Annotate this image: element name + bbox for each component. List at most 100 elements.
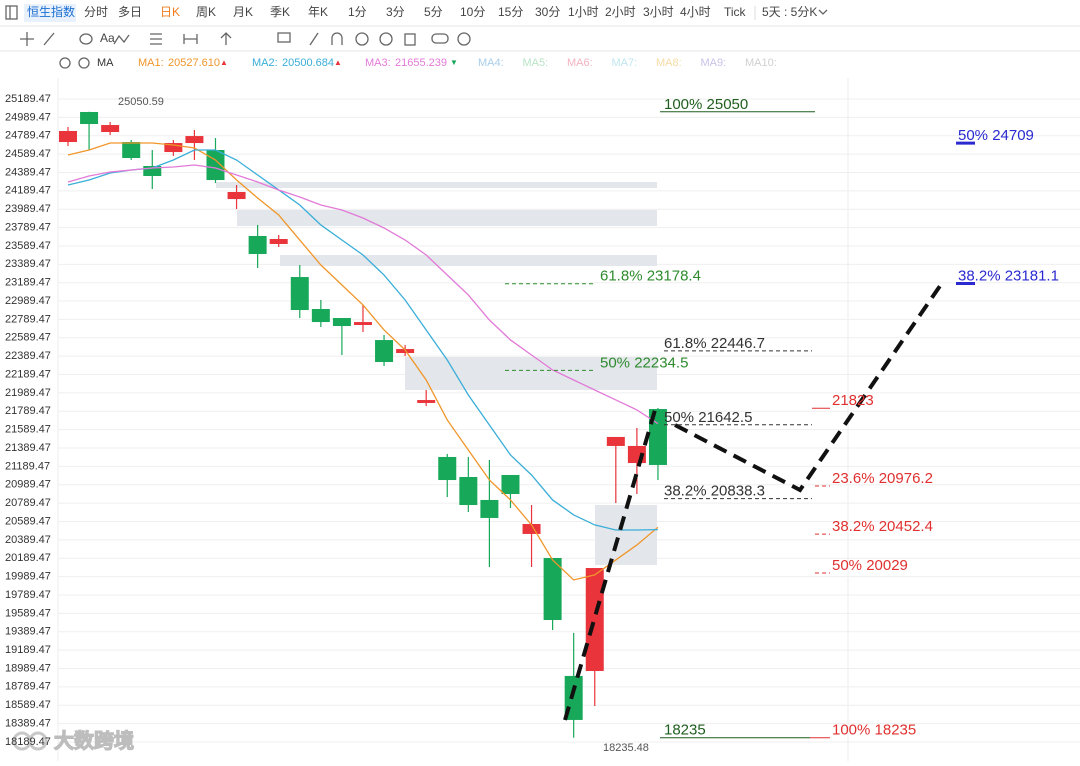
timeframe-tab[interactable]: 10分 bbox=[460, 5, 485, 19]
level-label: 50% 22234.5 bbox=[600, 354, 688, 371]
high-label: 25050.59 bbox=[118, 96, 164, 108]
legend-value: 20500.684 bbox=[282, 57, 334, 69]
timeframe-tab[interactable]: 30分 bbox=[535, 5, 560, 19]
ma-settings-icon[interactable] bbox=[59, 57, 71, 69]
timeframe-tab[interactable]: 季K bbox=[270, 5, 290, 19]
level-label: 61.8% 23178.4 bbox=[600, 268, 701, 285]
timeframe-tab[interactable]: 日K bbox=[160, 5, 180, 19]
link-icon[interactable] bbox=[431, 33, 449, 44]
line-icon[interactable] bbox=[43, 32, 55, 46]
candle-body bbox=[480, 499, 499, 518]
y-tick-label: 23989.47 bbox=[5, 203, 51, 215]
wave-icon[interactable] bbox=[113, 34, 130, 45]
move-icon[interactable] bbox=[20, 32, 34, 46]
timeframe-tab[interactable]: 5分 bbox=[424, 5, 443, 19]
chevron[interactable] bbox=[818, 9, 828, 15]
timeframe-tab[interactable]: 4小时 bbox=[680, 5, 711, 19]
timeframe-tab[interactable]: 3分 bbox=[386, 5, 405, 19]
symbol-bg[interactable] bbox=[24, 4, 76, 22]
level-label: 38.2% 20838.3 bbox=[664, 483, 765, 500]
legend-name-inactive: MA9: bbox=[701, 57, 727, 69]
timeframe-tab[interactable]: 3小时 bbox=[643, 5, 674, 19]
y-tick-label: 20389.47 bbox=[5, 534, 51, 546]
candle-body bbox=[227, 191, 246, 200]
candle-body bbox=[648, 409, 667, 465]
legend-name: MA2: bbox=[252, 57, 278, 69]
y-tick-label: 24189.47 bbox=[5, 185, 51, 197]
level-label: 50% 21642.5 bbox=[664, 409, 752, 426]
candle-body bbox=[248, 235, 267, 254]
timeframe-tab[interactable]: 月K bbox=[233, 5, 253, 19]
legend-name-inactive: MA4: bbox=[478, 57, 504, 69]
legend-name-inactive: MA5: bbox=[523, 57, 549, 69]
arrow-icon[interactable] bbox=[220, 32, 232, 45]
y-tick-label: 22989.47 bbox=[5, 295, 51, 307]
y-tick-label: 21389.47 bbox=[5, 442, 51, 454]
timeframe-tab[interactable]: 15分 bbox=[498, 5, 523, 19]
y-tick-label: 21189.47 bbox=[5, 460, 50, 472]
timeframe-tab[interactable]: 1小时 bbox=[568, 5, 599, 19]
legend-name-inactive: MA8: bbox=[656, 57, 682, 69]
ma-line bbox=[67, 149, 658, 531]
y-tick-label: 23589.47 bbox=[5, 240, 51, 252]
ma-close-icon[interactable] bbox=[78, 57, 90, 69]
tool-icons[interactable] bbox=[20, 9, 828, 69]
fib-icon[interactable] bbox=[150, 33, 162, 45]
zone bbox=[405, 357, 657, 390]
candle-body bbox=[459, 476, 478, 506]
zones bbox=[216, 182, 657, 565]
text-tool[interactable]: Aa bbox=[100, 31, 115, 45]
timeframe-tab[interactable]: 多日 bbox=[118, 5, 142, 19]
candle-body bbox=[522, 524, 541, 534]
y-tick-label: 23389.47 bbox=[5, 258, 51, 270]
eye-icon[interactable] bbox=[379, 32, 393, 46]
timeframe-tab[interactable]: 2小时 bbox=[605, 5, 636, 19]
timeframe-tab[interactable]: 5天 : 5分K bbox=[762, 5, 817, 19]
y-tick-label: 19389.47 bbox=[5, 626, 51, 638]
y-tick-label: 22389.47 bbox=[5, 350, 51, 362]
timeframe-tab[interactable]: 1分 bbox=[348, 5, 367, 19]
zone bbox=[595, 505, 657, 565]
candle-body bbox=[269, 239, 288, 244]
y-tick-label: 19589.47 bbox=[5, 607, 51, 619]
zone bbox=[237, 210, 657, 226]
y-tick-label: 21989.47 bbox=[5, 387, 51, 399]
legend-value: 21655.239 bbox=[395, 57, 447, 69]
y-tick-label: 18989.47 bbox=[5, 662, 51, 674]
legend-name: MA3: bbox=[365, 57, 391, 69]
range-icon[interactable] bbox=[183, 34, 198, 44]
timeframe-tab[interactable]: 周K bbox=[196, 5, 216, 19]
level-label: 100% 18235 bbox=[832, 722, 916, 739]
settings-icon[interactable] bbox=[457, 32, 471, 46]
y-tick-label: 21789.47 bbox=[5, 405, 51, 417]
timeframe-tab[interactable]: 分时 bbox=[84, 5, 108, 19]
candle-body bbox=[375, 340, 394, 363]
candle-body bbox=[501, 474, 520, 494]
ma-line bbox=[67, 142, 659, 581]
candle-body bbox=[206, 150, 225, 181]
y-tick-label: 18389.47 bbox=[5, 717, 51, 729]
candle-body bbox=[606, 436, 625, 446]
lock-icon[interactable] bbox=[355, 32, 369, 46]
legend-trend: ▲ bbox=[220, 58, 228, 67]
level-label: 50% 20029 bbox=[832, 557, 908, 574]
symbol[interactable]: 恒生指数 bbox=[27, 4, 75, 19]
level-label: 18235 bbox=[664, 722, 706, 739]
shape-icon[interactable] bbox=[79, 33, 93, 45]
candle-body bbox=[164, 143, 183, 153]
timeframe-tab[interactable]: Tick bbox=[724, 5, 747, 19]
legend-name: MA1: bbox=[138, 57, 164, 69]
note-icon[interactable] bbox=[277, 32, 291, 43]
magnet-icon[interactable] bbox=[331, 32, 343, 45]
delete-icon[interactable] bbox=[404, 33, 416, 46]
layout-icon[interactable] bbox=[5, 5, 18, 20]
pen-icon[interactable] bbox=[309, 32, 319, 46]
level-label: 21823 bbox=[832, 392, 874, 409]
watermark-logo bbox=[12, 731, 48, 751]
zone bbox=[216, 182, 657, 188]
timeframe-tab[interactable]: 年K bbox=[308, 5, 328, 19]
level-label: 100% 25050 bbox=[664, 96, 748, 113]
candle-body bbox=[59, 130, 77, 143]
candle-body bbox=[143, 165, 162, 177]
